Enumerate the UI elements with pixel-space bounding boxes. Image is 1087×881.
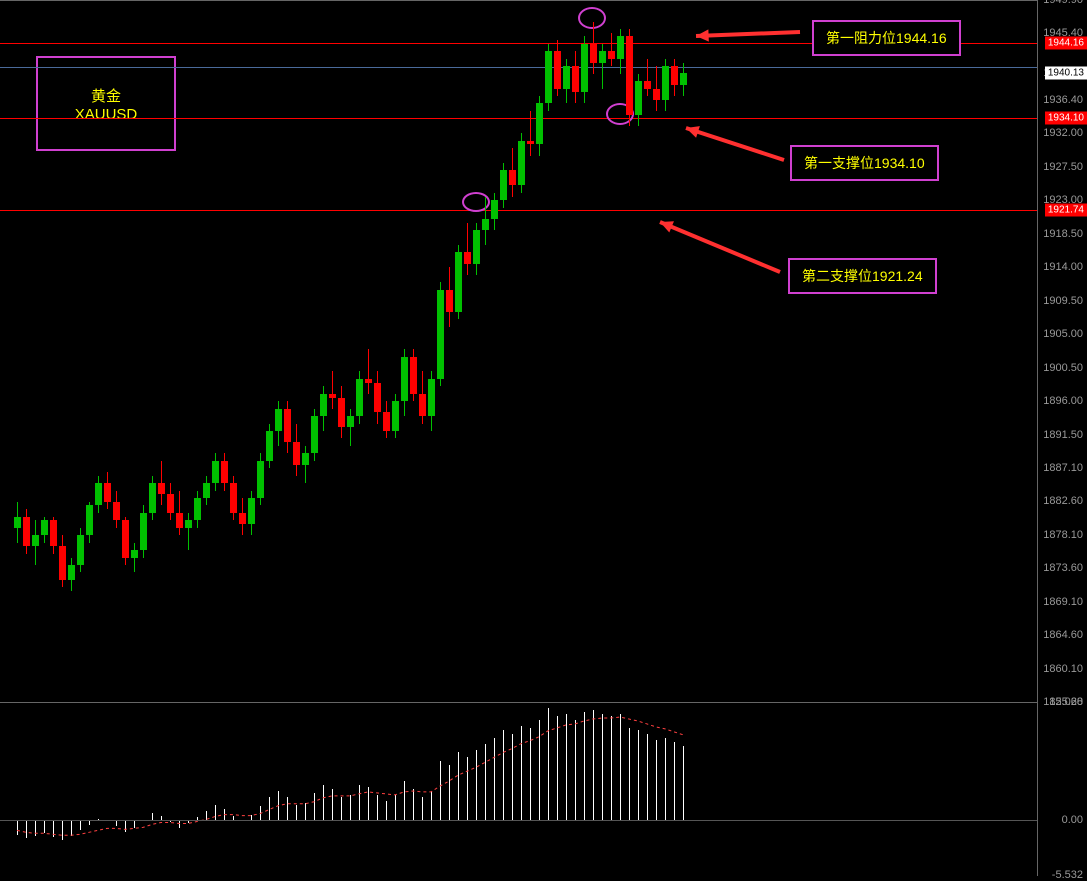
indicator-zero-line bbox=[0, 820, 1037, 821]
signal-line bbox=[0, 0, 1037, 876]
price-label: 1921.74 bbox=[1045, 203, 1087, 216]
indicator-y-tick: -5.532 bbox=[1052, 869, 1083, 881]
y-tick: 1873.60 bbox=[1043, 562, 1083, 574]
indicator-y-tick: 0.00 bbox=[1062, 814, 1083, 826]
y-tick: 1900.50 bbox=[1043, 362, 1083, 374]
indicator-y-tick: 12.028 bbox=[1049, 696, 1083, 708]
y-tick: 1864.60 bbox=[1043, 629, 1083, 641]
y-tick: 1909.50 bbox=[1043, 295, 1083, 307]
y-tick: 1896.00 bbox=[1043, 395, 1083, 407]
y-tick: 1905.00 bbox=[1043, 328, 1083, 340]
y-tick: 1949.90 bbox=[1043, 0, 1083, 6]
y-tick: 1927.50 bbox=[1043, 161, 1083, 173]
y-tick: 1891.50 bbox=[1043, 429, 1083, 441]
price-label: 1934.10 bbox=[1045, 111, 1087, 124]
y-tick: 1914.00 bbox=[1043, 261, 1083, 273]
y-tick: 1860.10 bbox=[1043, 663, 1083, 675]
y-tick: 1869.10 bbox=[1043, 596, 1083, 608]
y-tick: 1882.60 bbox=[1043, 495, 1083, 507]
y-tick: 1932.00 bbox=[1043, 127, 1083, 139]
y-tick: 1887.10 bbox=[1043, 462, 1083, 474]
price-label: 1944.16 bbox=[1045, 36, 1087, 49]
y-tick: 1878.10 bbox=[1043, 529, 1083, 541]
price-label: 1940.13 bbox=[1045, 66, 1087, 79]
y-tick: 1936.40 bbox=[1043, 94, 1083, 106]
y-tick: 1918.50 bbox=[1043, 228, 1083, 240]
